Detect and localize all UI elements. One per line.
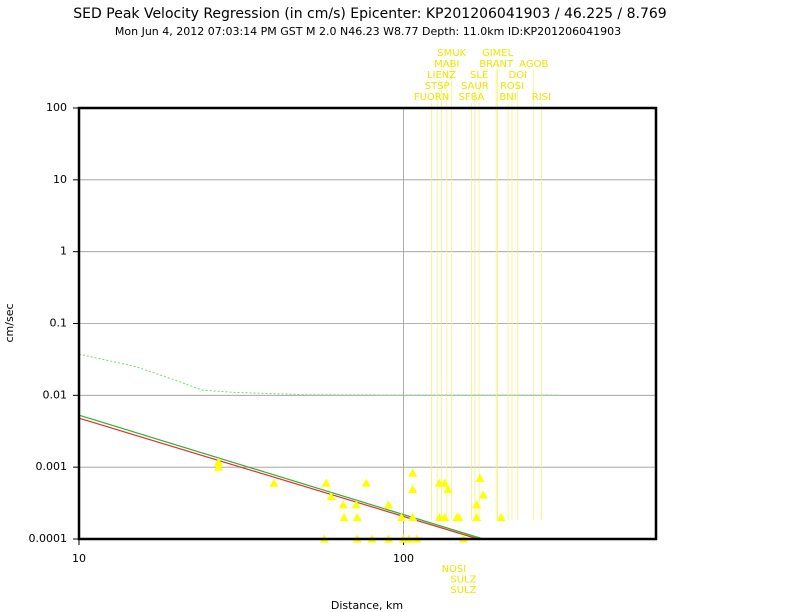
data-point: [408, 484, 418, 494]
data-point: [443, 484, 453, 494]
data-point: [478, 490, 488, 499]
data-point: [339, 512, 349, 521]
chart-subtitle: Mon Jun 4, 2012 07:03:14 PM GST M 2.0 N4…: [115, 25, 621, 38]
station-label: SMUK: [437, 48, 466, 59]
regression-line: [78, 353, 559, 396]
station-label: MABI: [434, 59, 459, 70]
x-axis-label: Distance, km: [331, 599, 403, 612]
station-label: DOI: [509, 70, 528, 81]
data-point: [269, 478, 279, 487]
data-point: [440, 478, 450, 487]
station-label: AGOB: [519, 59, 548, 70]
data-point: [352, 512, 362, 521]
station-label: STSP: [425, 81, 450, 92]
station-label: NOSI: [442, 564, 467, 575]
data-point: [361, 478, 371, 487]
station-label: RISI: [532, 92, 551, 103]
data-point: [383, 500, 393, 509]
station-label: GIMEL: [482, 48, 514, 59]
y-tick-label: 10: [53, 173, 67, 186]
data-point: [472, 512, 482, 521]
station-label: BNI: [499, 92, 516, 103]
data-point: [440, 512, 450, 521]
data-point: [397, 512, 407, 521]
data-point: [454, 512, 464, 521]
station-label: SULZ: [450, 575, 476, 586]
y-tick-label: 0.001: [36, 460, 68, 473]
station-label: ROSI: [500, 81, 524, 92]
data-point: [408, 468, 418, 477]
y-tick-label: 0.1: [50, 317, 68, 330]
station-label: SFBA: [459, 92, 485, 103]
data-point: [475, 473, 485, 482]
data-point: [326, 492, 336, 501]
chart-title: SED Peak Velocity Regression (in cm/s) E…: [73, 6, 666, 22]
y-tick-label: 100: [46, 101, 67, 114]
y-axis-label: cm/sec: [3, 303, 16, 342]
data-point: [213, 462, 223, 471]
data-point: [408, 512, 418, 521]
station-label: SLE: [470, 70, 488, 81]
data-point: [321, 478, 331, 487]
station-label: LIENZ: [427, 70, 456, 81]
data-point: [351, 500, 361, 509]
station-label: SAUR: [461, 81, 489, 92]
station-label: FUORN: [414, 92, 449, 103]
data-point: [213, 457, 223, 466]
plot-frame: [77, 106, 658, 541]
x-tick-label: 10: [72, 552, 86, 565]
y-tick-label: 0.0001: [29, 532, 68, 545]
x-tick-label: 100: [393, 552, 414, 565]
data-point: [496, 512, 506, 521]
station-label: BRANT: [479, 59, 514, 70]
data-point: [338, 500, 348, 509]
regression-line: [78, 414, 484, 540]
y-tick-label: 0.01: [43, 388, 68, 401]
y-tick-label: 1: [60, 245, 67, 258]
station-label: SULZ: [450, 585, 476, 596]
data-point: [472, 500, 482, 509]
